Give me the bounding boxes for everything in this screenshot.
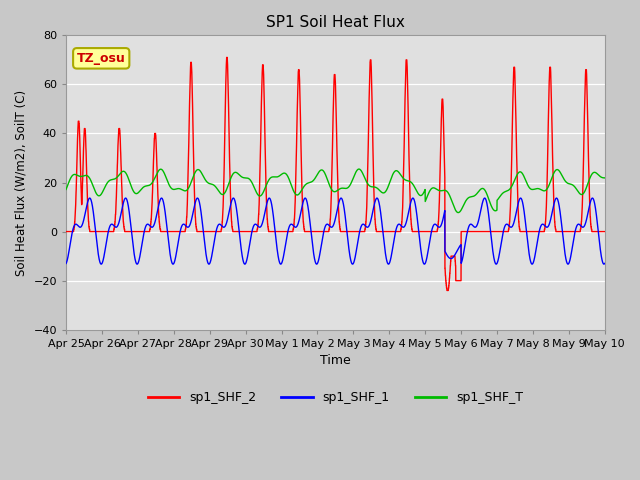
sp1_SHF_1	[426, 235, 434, 241]
sp1_SHF_T	[316, 169, 323, 175]
sp1_SHF_2	[426, 228, 434, 234]
sp1_SHF_2	[600, 228, 608, 234]
sp1_SHF_2	[443, 288, 451, 293]
sp1_SHF_T	[601, 175, 609, 181]
sp1_SHF_1	[159, 197, 166, 203]
sp1_SHF_1	[601, 261, 609, 266]
Text: TZ_osu: TZ_osu	[77, 52, 125, 65]
Line: sp1_SHF_2: sp1_SHF_2	[66, 58, 605, 290]
sp1_SHF_1	[492, 261, 500, 267]
Legend: sp1_SHF_2, sp1_SHF_1, sp1_SHF_T: sp1_SHF_2, sp1_SHF_1, sp1_SHF_T	[143, 386, 528, 409]
sp1_SHF_1	[600, 261, 608, 267]
sp1_SHF_2	[487, 228, 495, 234]
sp1_SHF_T	[487, 202, 495, 207]
sp1_SHF_T	[62, 187, 70, 192]
sp1_SHF_2	[316, 228, 323, 234]
sp1_SHF_1	[487, 229, 495, 235]
sp1_SHF_1	[316, 255, 323, 261]
sp1_SHF_T	[426, 187, 434, 193]
sp1_SHF_T	[159, 168, 166, 174]
Y-axis label: Soil Heat Flux (W/m2), SoilT (C): Soil Heat Flux (W/m2), SoilT (C)	[15, 89, 28, 276]
sp1_SHF_2	[601, 228, 609, 234]
Line: sp1_SHF_1: sp1_SHF_1	[66, 198, 605, 264]
sp1_SHF_1	[337, 195, 345, 201]
sp1_SHF_2	[159, 228, 166, 234]
sp1_SHF_2	[456, 278, 464, 284]
sp1_SHF_T	[600, 175, 608, 181]
sp1_SHF_T	[454, 210, 462, 216]
sp1_SHF_2	[62, 228, 70, 234]
sp1_SHF_T	[456, 208, 464, 214]
sp1_SHF_2	[223, 55, 230, 60]
sp1_SHF_1	[456, 243, 464, 249]
sp1_SHF_1	[62, 261, 70, 266]
Line: sp1_SHF_T: sp1_SHF_T	[66, 169, 605, 213]
X-axis label: Time: Time	[320, 354, 351, 367]
sp1_SHF_T	[355, 166, 363, 172]
Title: SP1 Soil Heat Flux: SP1 Soil Heat Flux	[266, 15, 405, 30]
